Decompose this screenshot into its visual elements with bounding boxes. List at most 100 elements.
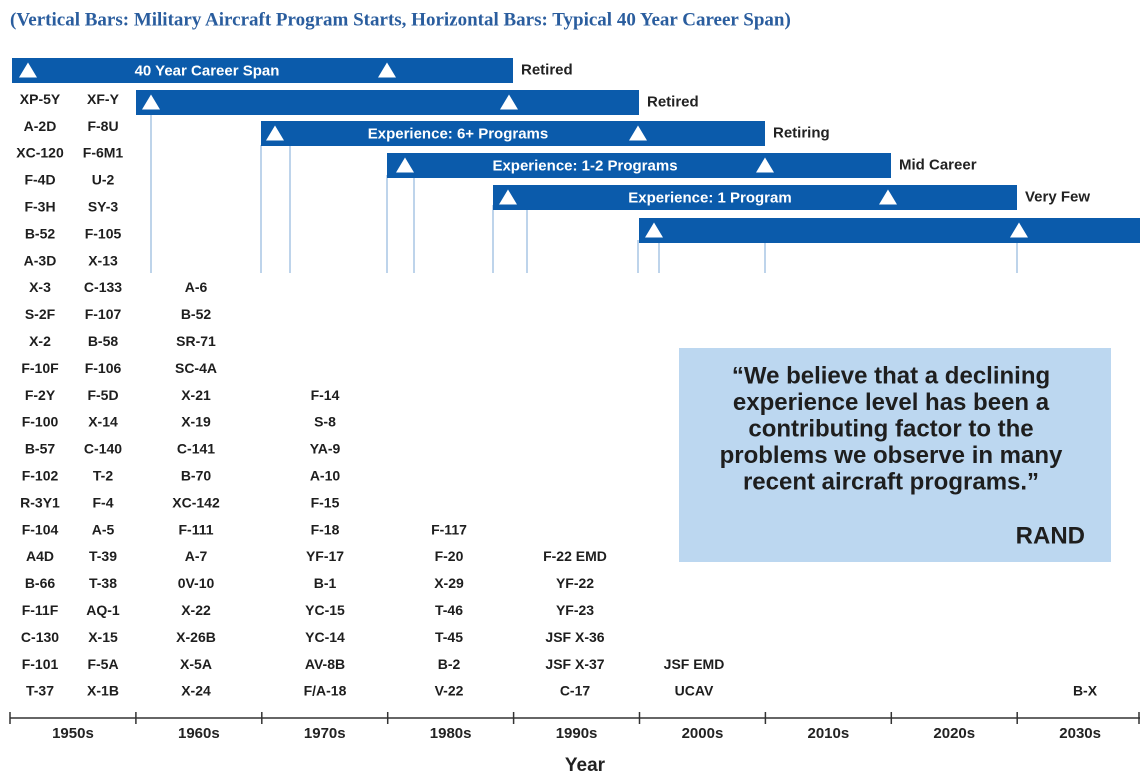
decade-label: 1980s: [430, 725, 472, 742]
bar-status: Retired: [647, 93, 699, 110]
aircraft-name: F-101: [22, 656, 59, 672]
aircraft-name: B-52: [181, 306, 212, 322]
aircraft-name: A-3D: [24, 252, 57, 268]
aircraft-name: R-3Y1: [20, 494, 60, 510]
aircraft-name: UCAV: [675, 683, 714, 699]
aircraft-name: F-106: [85, 360, 122, 376]
aircraft-name: X-1B: [87, 683, 119, 699]
aircraft-name: A-6: [185, 279, 208, 295]
aircraft-name: F-22 EMD: [543, 548, 607, 564]
bar-status: Very Few: [1025, 188, 1090, 205]
decade-label: 1970s: [304, 725, 346, 742]
bar-label: Experience: 1-2 Programs: [492, 157, 677, 174]
aircraft-name: X-19: [181, 414, 211, 430]
x-axis-label: Year: [565, 755, 606, 776]
aircraft-name: B-57: [25, 441, 56, 457]
career-bar: [493, 185, 1017, 210]
aircraft-name: F-11F: [22, 602, 59, 618]
career-bar: [136, 90, 639, 115]
aircraft-name: B-52: [25, 225, 56, 241]
quote-line: “We believe that a declining: [732, 362, 1050, 389]
aircraft-name: F-5A: [87, 656, 118, 672]
aircraft-name: X-3: [29, 279, 51, 295]
aircraft-name: XF-Y: [87, 91, 120, 107]
aircraft-name: F-4: [93, 494, 114, 510]
aircraft-name: 0V-10: [178, 575, 215, 591]
aircraft-name: B-58: [88, 333, 119, 349]
aircraft-name: X-5A: [180, 656, 212, 672]
decade-label: 2000s: [682, 725, 724, 742]
aircraft-name: X-29: [434, 575, 464, 591]
title: (Vertical Bars: Military Aircraft Progra…: [10, 9, 791, 30]
bar-label: Experience: 6+ Programs: [368, 125, 549, 142]
decade-label: 1960s: [178, 725, 220, 742]
aircraft-name: F-102: [22, 468, 59, 484]
aircraft-name: X-13: [88, 252, 118, 268]
bar-status: Retired: [521, 61, 573, 78]
aircraft-name: A-10: [310, 468, 341, 484]
decade-label: 2010s: [807, 725, 849, 742]
aircraft-name: YF-23: [556, 602, 594, 618]
aircraft-name: T-2: [93, 468, 113, 484]
program-marker: [142, 94, 160, 110]
aircraft-name: X-2: [29, 333, 51, 349]
aircraft-name: JSF X-37: [545, 656, 604, 672]
aircraft-name: B-1: [314, 575, 337, 591]
career-bar: [12, 58, 513, 83]
program-marker: [19, 62, 37, 78]
aircraft-name: F-117: [431, 521, 467, 537]
aircraft-name: A-7: [185, 548, 208, 564]
aircraft-name: U-2: [92, 172, 115, 188]
aircraft-name: F-3H: [24, 199, 55, 215]
aircraft-name: T-39: [89, 548, 117, 564]
decade-label: 2020s: [933, 725, 975, 742]
decade-label: 1990s: [556, 725, 598, 742]
program-marker: [879, 189, 897, 205]
quote-source: RAND: [1016, 522, 1085, 549]
aircraft-name: F-6M1: [83, 145, 124, 161]
aircraft-name: C-130: [21, 629, 59, 645]
aircraft-name: F-15: [311, 494, 340, 510]
aircraft-name: F-100: [22, 414, 59, 430]
quote-line: problems we observe in many: [720, 442, 1063, 469]
program-marker: [266, 125, 284, 141]
aircraft-name: JSF EMD: [664, 656, 725, 672]
aircraft-name: T-46: [435, 602, 463, 618]
aircraft-name: F-2Y: [25, 387, 56, 403]
program-marker: [1010, 222, 1028, 238]
aircraft-name: YF-17: [306, 548, 344, 564]
aircraft-name: XP-5Y: [20, 91, 61, 107]
aircraft-name: X-14: [88, 414, 118, 430]
aircraft-name: B-70: [181, 468, 212, 484]
decade-label: 1950s: [52, 725, 94, 742]
program-marker: [756, 157, 774, 173]
bar-label: 40 Year Career Span: [135, 62, 280, 79]
aircraft-name: YA-9: [310, 441, 341, 457]
bar-status: Mid Career: [899, 156, 977, 173]
quote-line: recent aircraft programs.”: [743, 468, 1039, 495]
quote-line: contributing factor to the: [748, 415, 1033, 442]
aircraft-name: YF-22: [556, 575, 594, 591]
aircraft-name: V-22: [435, 683, 464, 699]
aircraft-name: F-105: [85, 225, 122, 241]
bar-label: Experience: 1 Program: [628, 189, 791, 206]
decade-label: 2030s: [1059, 725, 1101, 742]
program-marker: [500, 94, 518, 110]
aircraft-name: F/A-18: [304, 683, 347, 699]
aircraft-name: B-X: [1073, 683, 1098, 699]
aircraft-name: SR-71: [176, 333, 216, 349]
career-bar: [261, 121, 765, 146]
bar-status: Retiring: [773, 124, 830, 141]
aircraft-name: C-133: [84, 279, 122, 295]
career-bar: [387, 153, 891, 178]
aircraft-name: A4D: [26, 548, 54, 564]
aircraft-name: F-107: [85, 306, 122, 322]
career-bar: [639, 218, 1140, 243]
aircraft-name: SC-4A: [175, 360, 217, 376]
program-marker: [629, 125, 647, 141]
quote-box: [679, 348, 1111, 562]
aircraft-name: F-14: [311, 387, 340, 403]
aircraft-name: YC-15: [305, 602, 345, 618]
